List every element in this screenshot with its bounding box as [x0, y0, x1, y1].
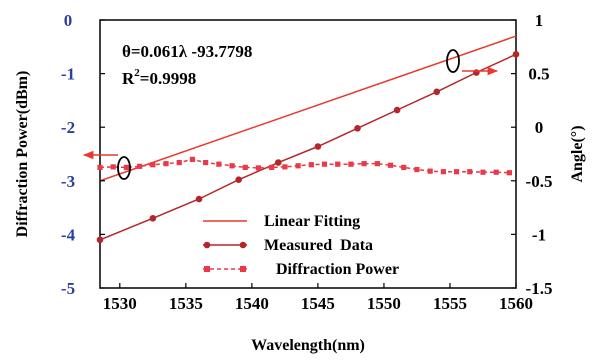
plot-frame [99, 19, 517, 289]
measured-data-point-3 [235, 176, 242, 184]
diffraction-power-point-6 [176, 159, 182, 166]
legend-marker-measured-data-2 [239, 241, 247, 249]
y-left-tick-label-2: -2 [61, 118, 75, 137]
diffraction-power-point-20 [361, 161, 367, 167]
x-tick-label-1: 1535 [169, 294, 203, 313]
y-right-tick-label-0: 1 [535, 11, 544, 30]
measured-data-point-8 [433, 88, 441, 96]
diffraction-power-point-15 [295, 163, 301, 169]
legend-marker-diffraction-power-2 [240, 266, 246, 272]
diffraction-power-point-5 [163, 161, 169, 167]
diffraction-power-point-10 [229, 163, 235, 169]
power-series-marker-ellipse [117, 156, 131, 180]
diffraction-power-point-0 [97, 164, 103, 170]
x-axis-title: Wavelength(nm) [251, 337, 365, 354]
y-axis-left-title: Diffraction Power(dBm) [14, 71, 31, 238]
diffraction-power-point-17 [321, 161, 328, 167]
diffraction-power-point-12 [255, 165, 262, 171]
x-tick-label-3: 1545 [301, 294, 335, 313]
y-left-tick-label-3: -3 [61, 172, 75, 191]
y-left-tick-label-0: 0 [64, 11, 73, 30]
diffraction-power-point-3 [137, 163, 143, 169]
diffraction-power-point-11 [242, 164, 248, 170]
diffraction-power-point-31 [506, 170, 512, 176]
measured-data-point-9 [473, 69, 480, 76]
measured-data-point-0 [96, 236, 104, 244]
measured-data-point-10 [512, 51, 520, 58]
measured-data-point-4 [274, 159, 282, 166]
y-right-tick-label-4: -1 [532, 225, 546, 244]
y-right-tick-label-1: 0.5 [528, 65, 549, 84]
diffraction-power-point-24 [414, 166, 420, 173]
diffraction-power-point-13 [269, 164, 275, 170]
diffraction-power-point-29 [480, 169, 486, 175]
diffraction-power-point-21 [374, 161, 380, 167]
x-tick-label-0: 1530 [103, 294, 137, 313]
y-left-tick-label-5: -5 [61, 279, 75, 298]
legend: Linear Fitting Measured Data Diffraction… [203, 213, 399, 278]
diffraction-power-point-25 [427, 168, 433, 174]
diffraction-power-point-18 [335, 161, 341, 167]
measured-data-point-6 [354, 124, 361, 132]
measured-data-point-2 [195, 195, 203, 203]
x-tick-label-6: 1560 [499, 294, 533, 313]
r2-annotation: R2=0.9998 [122, 67, 196, 88]
diffraction-power-point-9 [216, 161, 222, 167]
diffraction-power-point-19 [348, 161, 354, 167]
diffraction-power-point-27 [453, 169, 460, 175]
diffraction-power-point-28 [467, 169, 473, 175]
y-axis-right-title: Angle(°) [569, 125, 586, 182]
angle-series-marker-ellipse [446, 49, 460, 73]
diffraction-power-point-26 [440, 169, 446, 175]
diffraction-power-point-7 [189, 156, 196, 162]
x-tick-label-2: 1540 [235, 294, 269, 313]
diffraction-power-point-2 [123, 164, 130, 170]
legend-label-diffraction-power: Diffraction Power [264, 261, 399, 278]
x-tick-label-4: 1550 [367, 294, 401, 313]
diffraction-power-point-23 [401, 164, 407, 170]
y-left-tick-label-4: -4 [61, 225, 76, 244]
equation-annotation: θ=0.061λ -93.7798 [122, 42, 252, 61]
measured-data-point-7 [393, 106, 401, 114]
diffraction-power-point-8 [203, 159, 209, 166]
measured-data-point-5 [314, 143, 322, 150]
diffraction-power-point-16 [308, 162, 314, 168]
diffraction-power-point-22 [387, 162, 394, 168]
legend-marker-measured-data-1 [203, 241, 211, 249]
diffraction-power-point-1 [110, 164, 116, 170]
legend-label-linear-fitting: Linear Fitting [264, 213, 360, 230]
diffraction-power-point-30 [493, 169, 499, 175]
y-right-tick-label-2: 0 [535, 118, 544, 137]
legend-label-measured-data: Measured Data [264, 237, 373, 254]
y-left-tick-label-1: -1 [61, 65, 75, 84]
y-right-tick-label-5: -1.5 [526, 279, 553, 298]
diffraction-power-point-14 [282, 164, 288, 170]
legend-marker-diffraction-power-1 [204, 266, 210, 272]
ticks-layer: 1530 1535 1540 1545 1550 1555 1560 0 -1 -2 -3 -4 -5 1… [61, 11, 553, 313]
series-line-2 [99, 158, 510, 174]
x-tick-label-5: 1555 [433, 294, 467, 313]
y-right-tick-label-3: -0.5 [526, 172, 553, 191]
measured-data-point-1 [149, 215, 157, 222]
diffraction-power-point-4 [150, 162, 156, 168]
